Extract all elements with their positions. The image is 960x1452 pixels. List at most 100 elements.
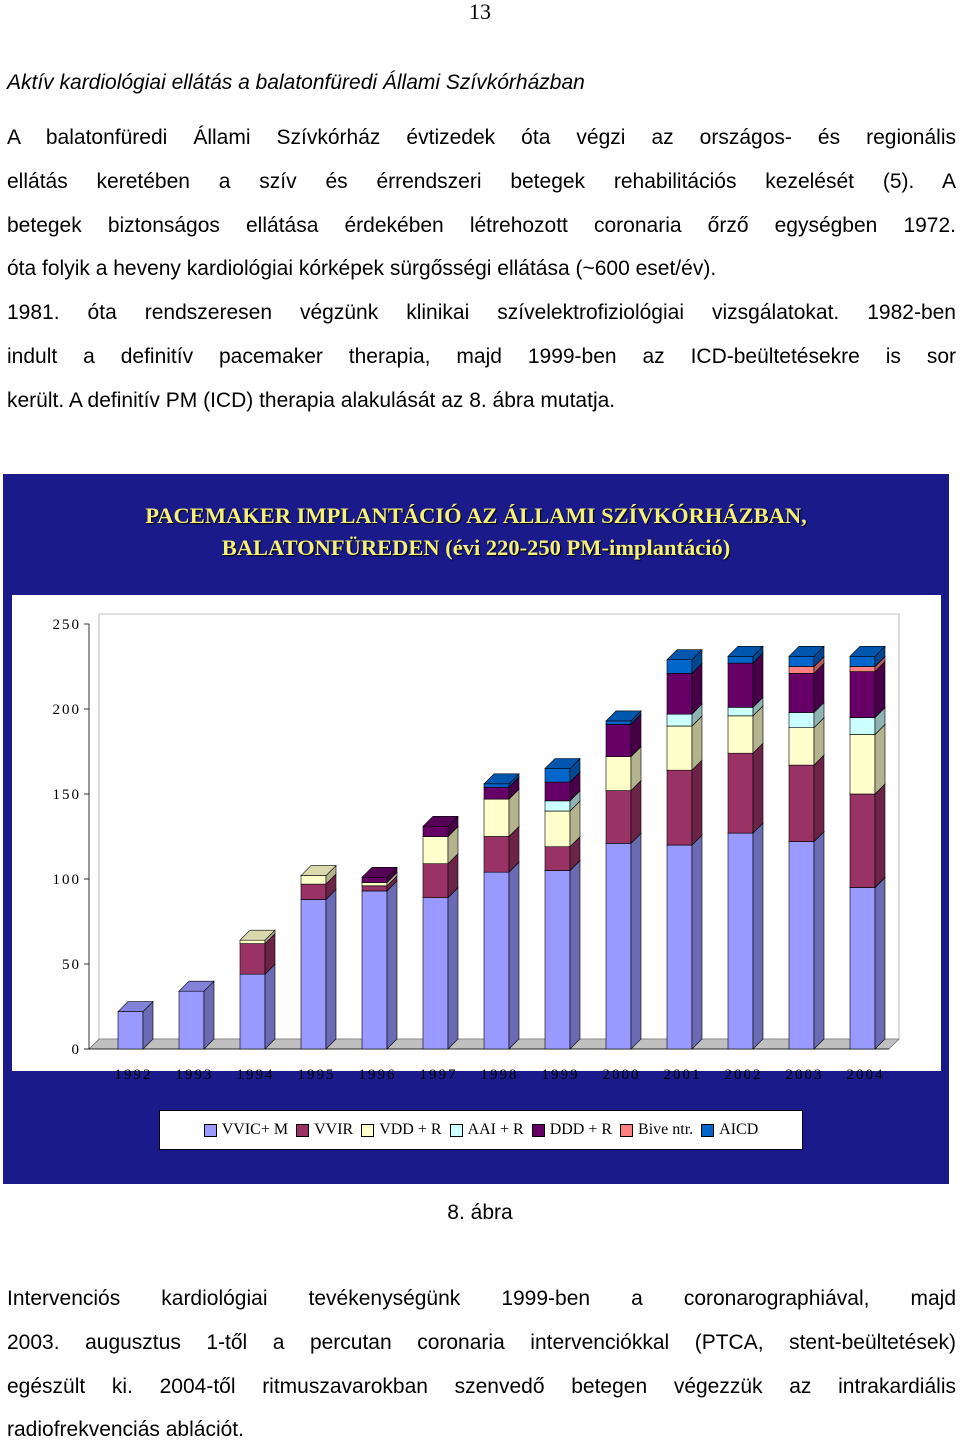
bar-segment	[605, 720, 632, 725]
bar-segment-side	[752, 822, 764, 1050]
bar-segment	[361, 882, 388, 887]
bar-segment-side	[203, 980, 215, 1050]
legend-label: VVIR	[314, 1121, 354, 1138]
bar-segment	[605, 756, 632, 791]
bar-segment	[849, 671, 876, 718]
x-tick-label: 1993	[176, 1067, 214, 1083]
chart-title: PACEMAKER IMPLANTÁCIÓ AZ ÁLLAMI SZÍVKÓRH…	[3, 500, 949, 564]
bar-segment	[727, 715, 754, 754]
legend-item: Bive ntr.	[620, 1121, 693, 1139]
paragraph-line: ellátás keretében a szív és érrendszeri …	[7, 169, 956, 193]
bar-segment	[849, 734, 876, 795]
x-tick-label: 1998	[481, 1067, 519, 1083]
bar-segment	[239, 943, 266, 975]
bar-segment	[483, 836, 510, 873]
legend-swatch	[203, 1123, 217, 1137]
bar-segment	[483, 783, 510, 788]
bar-segment	[544, 870, 571, 1050]
bar-segment-top	[788, 646, 825, 657]
legend-item: AAI + R	[449, 1121, 524, 1139]
legend-swatch	[701, 1123, 715, 1137]
paragraph-line: radiofrekvenciás ablációt.	[7, 1418, 244, 1442]
bar-segment-top	[605, 710, 642, 722]
bar-segment-top	[666, 649, 703, 660]
bar-segment	[544, 800, 571, 812]
chart-title-line: BALATONFÜREDEN (évi 220-250 PM-implantác…	[221, 535, 731, 560]
paragraph-line: A balatonfüredi Állami Szívkórház évtize…	[7, 126, 956, 149]
bar-segment	[422, 836, 449, 865]
legend-swatch	[620, 1123, 634, 1137]
bar-segment	[422, 825, 449, 837]
bar-segment	[361, 885, 388, 892]
bar-segment	[605, 724, 632, 757]
x-tick-label: 1995	[298, 1067, 336, 1083]
bar-segment-side	[630, 832, 642, 1050]
bar-segment-top	[483, 773, 520, 785]
paragraph-line: 2003. augusztus 1-től a percutan coronar…	[7, 1330, 956, 1354]
bar-segment-top	[300, 865, 337, 876]
bar-segment	[666, 659, 693, 674]
bar-segment-side	[874, 876, 886, 1050]
bar-segment	[666, 769, 693, 846]
bar-segment	[849, 666, 876, 672]
bar-segment	[666, 673, 693, 715]
bar-segment-top	[422, 815, 459, 827]
legend-label: AICD	[719, 1121, 759, 1138]
bar-segment-side	[264, 963, 276, 1050]
bar-segment	[788, 673, 815, 713]
bar-segment-side	[630, 779, 642, 845]
bar-segment	[544, 768, 571, 783]
legend-item: VVIC+ M	[203, 1121, 288, 1139]
y-tick-label: 50	[62, 957, 81, 973]
bar-segment	[422, 863, 449, 899]
bar-segment	[605, 790, 632, 844]
bar-chart: 0 50 100 150 200 250 1992 1993 1994 1995 1996 1997 1…	[53, 613, 900, 1083]
x-tick-label: 1997	[420, 1067, 458, 1083]
bar-segment	[727, 656, 754, 664]
bar-segment	[239, 939, 266, 944]
paragraph-line: került. A definitív PM (ICD) therapia al…	[7, 388, 616, 412]
bar-segment-top	[117, 1001, 154, 1012]
bar-segment	[300, 883, 327, 900]
legend-swatch	[361, 1123, 375, 1137]
section-title: Aktív kardiológiai ellátás a balatonfüre…	[7, 71, 585, 94]
y-tick-label: 200	[53, 702, 82, 718]
legend-label: DDD + R	[549, 1121, 613, 1138]
paragraph-line: Intervenciós kardiológiai tevékenységünk…	[7, 1287, 956, 1310]
bar-segment	[788, 841, 815, 1050]
bar-segment-top	[178, 980, 215, 992]
bar-segment	[788, 727, 815, 766]
x-tick-label: 2000	[603, 1067, 641, 1083]
bar-segment	[666, 844, 693, 1050]
legend-swatch	[531, 1123, 545, 1137]
bar-segment	[300, 899, 327, 1050]
bar-segment	[483, 786, 510, 800]
bar-segment	[666, 725, 693, 771]
legend-item: VDD + R	[361, 1121, 442, 1139]
y-tick-label: 0	[72, 1042, 82, 1058]
bar-segment-side	[447, 886, 459, 1050]
bar-segment	[544, 810, 571, 848]
legend-item: AICD	[701, 1121, 758, 1139]
bar-segment-side	[752, 742, 764, 834]
bar-segment	[300, 875, 327, 885]
bar-segment-top	[239, 929, 276, 941]
bar-segment-top	[544, 758, 581, 769]
paragraph-line: egészült ki. 2004-től ritmuszavarokban s…	[7, 1374, 956, 1398]
paragraph-1: A balatonfüredi Állami Szívkórház évtize…	[7, 116, 956, 423]
bar-segment-top	[849, 646, 886, 657]
legend-swatch	[296, 1123, 310, 1137]
bar-segment-side	[813, 754, 825, 843]
bar-segment-top	[361, 866, 398, 878]
y-tick-label: 100	[53, 872, 82, 888]
legend-label: Bive ntr.	[638, 1121, 694, 1138]
bar-segment	[361, 876, 388, 883]
chart-frame: PACEMAKER IMPLANTÁCIÓ AZ ÁLLAMI SZÍVKÓRH…	[3, 474, 949, 1184]
bar-segment	[727, 662, 754, 708]
x-tick-label: 1994	[237, 1067, 275, 1083]
x-tick-label: 1999	[542, 1067, 580, 1083]
bar-segment	[849, 887, 876, 1050]
legend-item: VVIR	[296, 1121, 353, 1139]
page-number: 13	[469, 0, 491, 24]
bar-segment	[727, 752, 754, 834]
